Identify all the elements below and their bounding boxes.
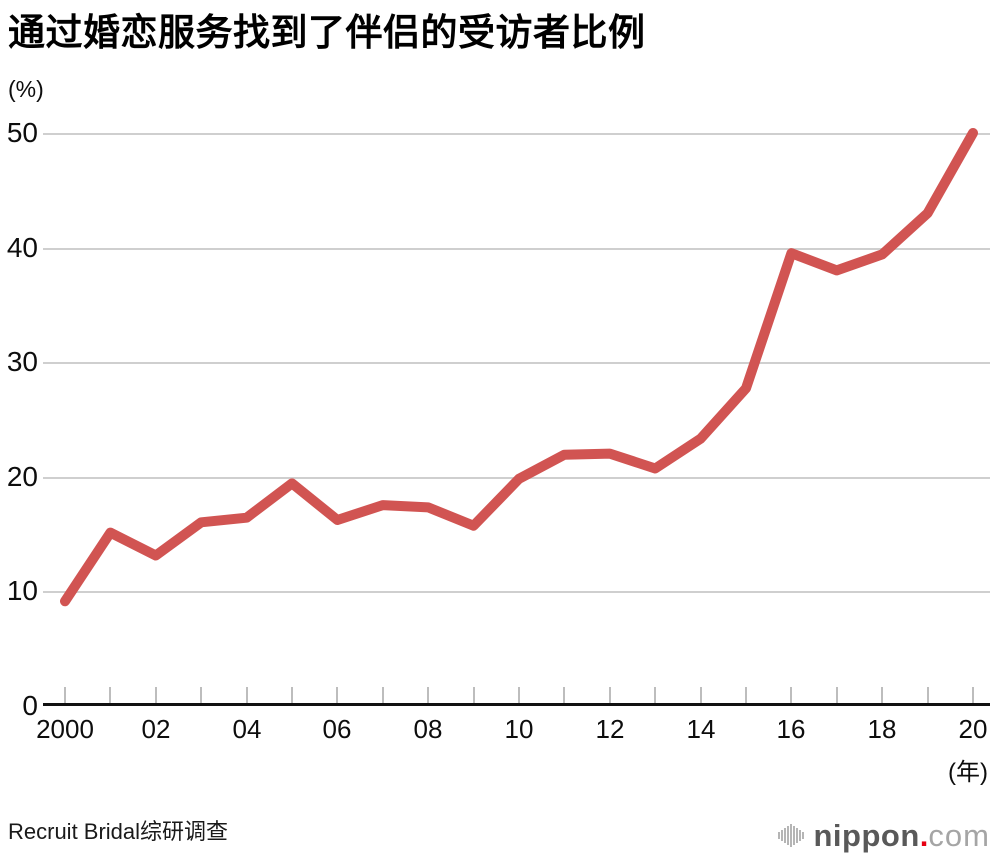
x-tick-label-2020: 20 xyxy=(958,714,988,744)
gridline-30 xyxy=(43,362,990,364)
chart-title: 通过婚恋服务找到了伴侣的受访者比例 xyxy=(8,12,646,53)
y-tick-label-20: 20 xyxy=(6,461,38,492)
x-tick-2020 xyxy=(972,687,974,703)
x-tick-2015 xyxy=(745,687,747,703)
x-axis-line xyxy=(43,703,990,706)
x-tick-label-2016: 16 xyxy=(776,714,806,744)
x-tick-2005 xyxy=(291,687,293,703)
y-tick-label-40: 40 xyxy=(6,232,38,263)
x-tick-2006 xyxy=(336,687,338,703)
y-tick-label-0: 0 xyxy=(22,690,38,721)
gridline-50 xyxy=(43,133,990,135)
x-tick-2002 xyxy=(155,687,157,703)
x-tick-2018 xyxy=(881,687,883,703)
x-tick-label-2008: 08 xyxy=(413,714,443,744)
source-note: Recruit Bridal综研调查 xyxy=(8,819,229,844)
gridline-10 xyxy=(43,591,990,593)
x-axis-unit-label: (年) xyxy=(948,759,988,786)
gridline-40 xyxy=(43,248,990,250)
x-tick-label-2006: 06 xyxy=(322,714,352,744)
x-tick-2008 xyxy=(427,687,429,703)
x-tick-2016 xyxy=(790,687,792,703)
x-tick-label-2014: 14 xyxy=(686,714,716,744)
x-tick-2011 xyxy=(563,687,565,703)
nippon-logo: nippon.com xyxy=(777,820,991,851)
x-tick-2019 xyxy=(927,687,929,703)
x-tick-label-2004: 04 xyxy=(232,714,262,744)
logo-red-dot: . xyxy=(919,818,929,853)
y-tick-label-50: 50 xyxy=(6,117,38,148)
x-tick-2012 xyxy=(609,687,611,703)
x-tick-label-2010: 10 xyxy=(504,714,534,744)
soundwave-bars-icon xyxy=(777,824,805,847)
data-line xyxy=(60,128,978,607)
y-tick-label-10: 10 xyxy=(6,575,38,606)
y-tick-label-30: 30 xyxy=(6,346,38,377)
x-tick-2001 xyxy=(109,687,111,703)
x-tick-label-2018: 18 xyxy=(867,714,897,744)
x-tick-label-2002: 02 xyxy=(141,714,171,744)
x-tick-label-2012: 12 xyxy=(595,714,625,744)
x-tick-2010 xyxy=(518,687,520,703)
y-axis-unit-label: (%) xyxy=(8,76,44,102)
logo-text-nippon: nippon xyxy=(813,818,920,853)
x-tick-2009 xyxy=(473,687,475,703)
x-tick-2003 xyxy=(200,687,202,703)
logo-text-com: com xyxy=(928,818,990,853)
x-tick-2004 xyxy=(246,687,248,703)
x-tick-2000 xyxy=(64,687,66,703)
x-tick-2014 xyxy=(700,687,702,703)
logo-wordmark: nippon.com xyxy=(814,820,991,851)
x-tick-2007 xyxy=(382,687,384,703)
x-tick-2013 xyxy=(654,687,656,703)
x-tick-2017 xyxy=(836,687,838,703)
x-tick-label-2000: 2000 xyxy=(36,714,94,744)
